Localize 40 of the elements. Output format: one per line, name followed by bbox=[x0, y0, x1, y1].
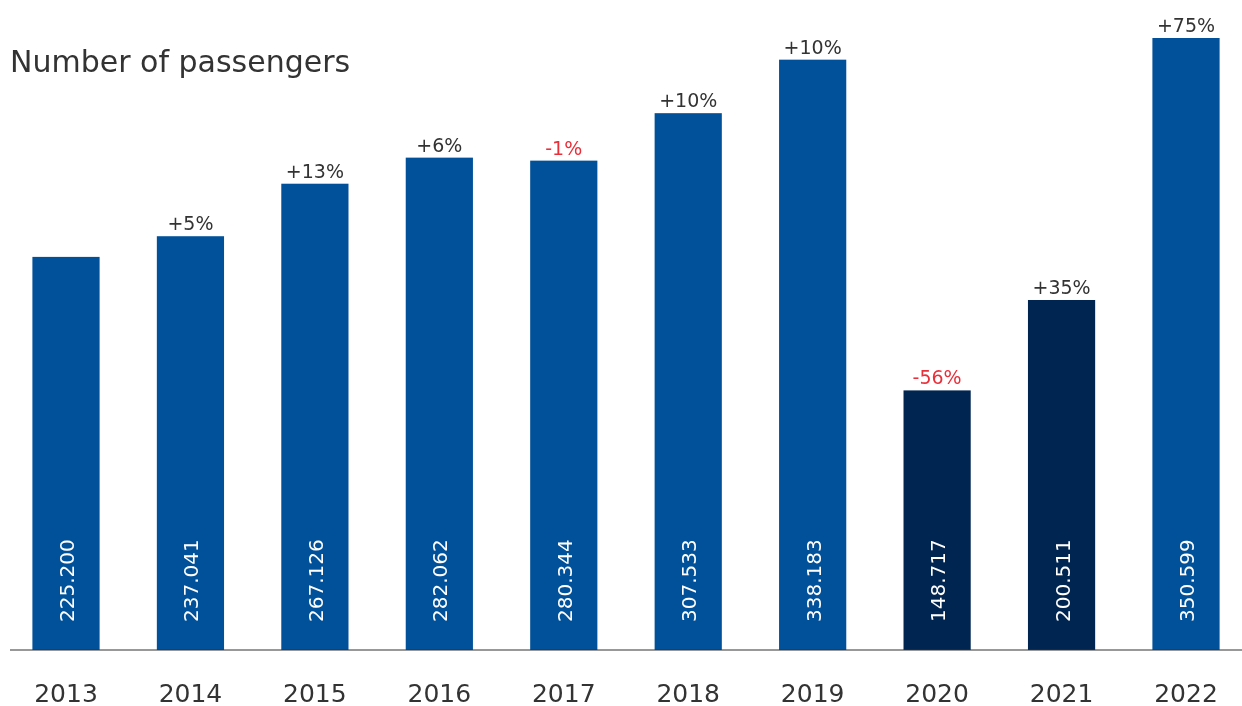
data-label: 267.126 bbox=[303, 539, 328, 622]
bar bbox=[281, 183, 349, 650]
annotation: +10% bbox=[783, 35, 842, 58]
data-label: 350.599 bbox=[1175, 539, 1199, 622]
bar bbox=[405, 157, 473, 650]
annotation: -1% bbox=[545, 136, 583, 159]
x-tick-label: 2020 bbox=[905, 679, 969, 706]
bar bbox=[1027, 299, 1096, 650]
annotation: +13% bbox=[285, 159, 344, 182]
x-tick-label: 2013 bbox=[34, 679, 98, 706]
annotation: +35% bbox=[1032, 275, 1091, 298]
data-label: 280.344 bbox=[552, 539, 577, 622]
bar bbox=[654, 113, 722, 650]
data-label: 225.200 bbox=[55, 539, 79, 622]
annotation: -56% bbox=[912, 366, 962, 389]
bar bbox=[903, 390, 971, 650]
annotation: +75% bbox=[1156, 14, 1216, 36]
chart-title: Number of passengers bbox=[10, 44, 351, 79]
data-label: 338.183 bbox=[801, 539, 826, 622]
bar bbox=[156, 236, 225, 650]
x-tick-label: 2017 bbox=[531, 679, 596, 706]
bar bbox=[1152, 38, 1220, 650]
data-label: 282.062 bbox=[428, 539, 453, 622]
x-tick-label: 2015 bbox=[283, 679, 347, 706]
data-label: 200.511 bbox=[1050, 539, 1075, 622]
x-tick-label: 2019 bbox=[780, 679, 845, 706]
annotation: +5% bbox=[167, 212, 214, 235]
x-tick-label: 2021 bbox=[1029, 679, 1094, 706]
data-label: 237.041 bbox=[179, 539, 204, 622]
x-tick-label: 2018 bbox=[656, 679, 721, 706]
x-tick-label: 2016 bbox=[407, 679, 472, 706]
bar bbox=[779, 59, 847, 650]
data-label: 307.533 bbox=[677, 539, 702, 622]
annotation: +6% bbox=[416, 133, 463, 156]
x-tick-label: 2014 bbox=[158, 679, 223, 706]
x-tick-label: 2022 bbox=[1154, 679, 1218, 706]
bar bbox=[530, 160, 598, 650]
bar bbox=[32, 256, 100, 650]
annotation: +10% bbox=[659, 89, 718, 112]
data-label: 148.717 bbox=[926, 539, 951, 622]
